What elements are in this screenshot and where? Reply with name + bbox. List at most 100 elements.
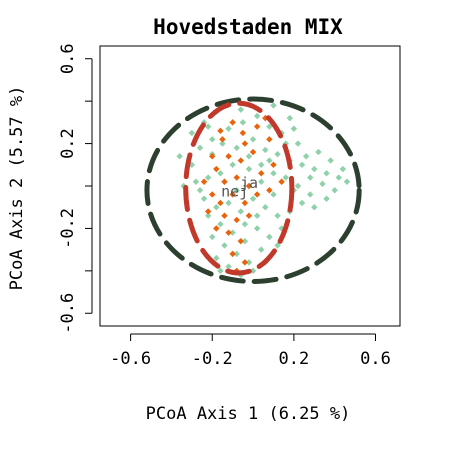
data-point-ja bbox=[233, 250, 240, 258]
data-point-ja bbox=[270, 170, 277, 177]
data-point-ja bbox=[245, 259, 253, 266]
data-point-ja bbox=[229, 161, 236, 168]
data-point-ja bbox=[327, 157, 334, 164]
data-point-ja bbox=[200, 195, 208, 202]
data-point-ja bbox=[331, 187, 338, 194]
data-point-ja bbox=[343, 178, 351, 185]
data-point-ja bbox=[294, 140, 302, 147]
data-point-ja bbox=[274, 212, 281, 219]
data-point-nej bbox=[266, 187, 273, 194]
data-point-ja bbox=[258, 161, 265, 168]
x-tick-label: 0.6 bbox=[360, 349, 391, 369]
centroid-label-ja: ja bbox=[240, 174, 258, 192]
data-point-ja bbox=[302, 153, 310, 160]
data-point-ja bbox=[258, 178, 265, 185]
y-axis: -0.6 -0.2 0.2 0.6 bbox=[58, 43, 93, 334]
data-point-nej bbox=[266, 136, 273, 143]
data-point-nej bbox=[241, 140, 249, 147]
data-point-nej bbox=[237, 157, 245, 164]
data-point-nej bbox=[258, 170, 265, 177]
data-point-ja bbox=[274, 150, 281, 158]
data-point-ja bbox=[307, 174, 314, 181]
data-point-nej bbox=[237, 237, 245, 245]
data-point-ja bbox=[339, 165, 347, 173]
data-point-ja bbox=[237, 208, 245, 215]
data-point-ja bbox=[290, 125, 298, 132]
data-point-nej bbox=[229, 250, 236, 258]
data-point-ja bbox=[237, 106, 245, 113]
data-point-ja bbox=[233, 144, 240, 152]
centroid-label-nej: nej bbox=[221, 183, 248, 201]
series-nej bbox=[200, 114, 285, 275]
data-point-nej bbox=[209, 191, 216, 198]
data-point-ja bbox=[213, 204, 220, 211]
data-point-ja bbox=[323, 195, 330, 202]
data-point-ja bbox=[266, 123, 273, 130]
data-point-nej bbox=[225, 229, 232, 236]
data-point-ja bbox=[266, 233, 273, 241]
data-point-ja bbox=[307, 191, 314, 198]
data-point-nej bbox=[249, 148, 257, 156]
data-point-nej bbox=[245, 212, 253, 219]
y-tick-label: -0.2 bbox=[58, 208, 78, 249]
data-point-ja bbox=[233, 187, 240, 194]
data-point-ja bbox=[225, 263, 232, 270]
data-point-ja bbox=[245, 165, 253, 173]
data-point-ja bbox=[245, 153, 253, 160]
data-point-ja bbox=[176, 153, 183, 160]
data-point-nej bbox=[221, 212, 228, 219]
y-tick-label: 0.2 bbox=[58, 128, 78, 159]
data-point-nej bbox=[278, 178, 285, 185]
x-axis: -0.6 -0.2 0.2 0.6 bbox=[110, 333, 391, 369]
data-point-ja bbox=[311, 204, 318, 211]
data-point-ja bbox=[196, 144, 204, 152]
data-point-nej bbox=[209, 153, 216, 160]
data-point-ja bbox=[225, 125, 232, 132]
data-point-nej bbox=[239, 129, 247, 137]
data-point-ja bbox=[298, 199, 306, 207]
data-point-ja bbox=[204, 123, 212, 130]
data-point-nej bbox=[229, 191, 236, 198]
data-point-ja bbox=[239, 119, 247, 126]
data-point-nej bbox=[270, 161, 277, 168]
data-point-ja bbox=[217, 220, 224, 228]
data-point-ja bbox=[209, 136, 216, 143]
data-point-ja bbox=[253, 225, 261, 232]
data-point-nej bbox=[204, 208, 212, 215]
data-point-ja bbox=[217, 267, 224, 275]
x-tick-label: 0.2 bbox=[279, 349, 310, 369]
data-point-nej bbox=[217, 199, 224, 207]
data-point-ja bbox=[188, 129, 196, 137]
data-point-ja bbox=[335, 174, 342, 181]
data-point-nej bbox=[213, 165, 220, 173]
y-tick-label: -0.6 bbox=[58, 293, 78, 334]
data-point-ja bbox=[282, 174, 289, 181]
y-tick-label: 0.6 bbox=[58, 43, 78, 74]
data-point-ja bbox=[213, 254, 220, 262]
data-point-ja bbox=[253, 212, 261, 219]
data-point-nej bbox=[200, 178, 208, 185]
data-point-nej bbox=[241, 199, 249, 207]
data-point-nej bbox=[219, 136, 226, 143]
plot-frame bbox=[99, 45, 401, 327]
ellipse-ja bbox=[144, 96, 362, 284]
data-point-ja bbox=[209, 233, 216, 241]
data-point-ja bbox=[315, 148, 322, 156]
data-point-nej bbox=[233, 216, 240, 224]
data-point-ja bbox=[311, 165, 318, 173]
data-point-nej bbox=[217, 127, 224, 135]
data-point-ja bbox=[262, 204, 269, 211]
data-point-ja bbox=[249, 195, 257, 202]
data-point-ja bbox=[270, 191, 277, 198]
data-point-nej bbox=[253, 191, 261, 198]
data-point-ja bbox=[225, 199, 232, 207]
data-point-ja bbox=[249, 136, 257, 143]
data-point-ja bbox=[319, 180, 326, 188]
data-point-ja bbox=[258, 246, 265, 253]
data-point-ja bbox=[196, 187, 204, 194]
data-point-ja bbox=[219, 140, 226, 147]
data-point-ja bbox=[204, 212, 212, 219]
data-point-ja bbox=[229, 229, 236, 236]
data-point-ja bbox=[249, 267, 257, 275]
data-point-ja bbox=[221, 242, 228, 249]
